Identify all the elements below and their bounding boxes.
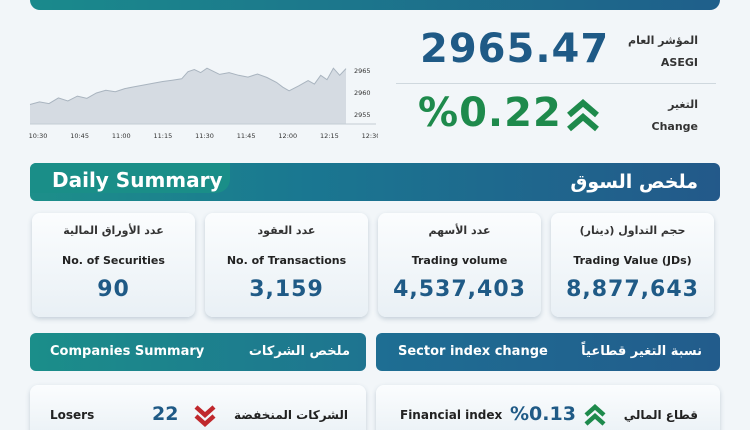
- stat-value: 8,877,643: [566, 277, 699, 302]
- chart-area-fill: [30, 68, 346, 124]
- stat-label-en: No. of Securities: [62, 254, 165, 267]
- x-tick-label: 11:45: [237, 132, 256, 140]
- stat-card-trading-volume: عدد الأسهم Trading volume 4,537,403: [378, 213, 541, 317]
- index-card: 2965.47 المؤشر العام ASEGI %0.22 التغير …: [396, 26, 716, 144]
- x-tick-label: 10:45: [70, 132, 89, 140]
- chart-series-line: [29, 67, 347, 105]
- stat-label-ar: عدد العقود: [257, 224, 316, 237]
- financial-change-value: %0.13: [510, 403, 576, 425]
- x-tick-label: 11:00: [112, 132, 131, 140]
- stat-label-ar: حجم التداول (دينار): [579, 224, 686, 237]
- stat-card-trading-value: حجم التداول (دينار) Trading Value (JDs) …: [551, 213, 714, 317]
- stat-label-ar: عدد الأسهم: [428, 224, 491, 237]
- chevron-down-icon: [194, 405, 216, 428]
- companies-summary-title-en: Companies Summary: [50, 344, 205, 359]
- companies-losers-row: Losers 22 الشركات المنخفضة: [30, 385, 366, 430]
- stat-value: 3,159: [249, 277, 324, 302]
- companies-summary-title-ar: ملخص الشركات: [248, 344, 350, 359]
- index-divider: [396, 83, 716, 84]
- daily-summary-title-en: Daily Summary: [52, 168, 223, 192]
- index-label-en: ASEGI: [660, 56, 698, 69]
- chevron-up-icon: [567, 99, 599, 132]
- stat-label-en: Trading volume: [411, 254, 508, 267]
- intraday-index-chart: 10:30 10:45 11:00 11:15 11:30 11:45 12:00 12:15…: [29, 67, 378, 140]
- stat-label-en: No. of Transactions: [226, 254, 347, 267]
- daily-summary-title-ar: ملخص السوق: [570, 171, 698, 193]
- losers-value: 22: [152, 403, 179, 425]
- chevron-up-icon: [584, 404, 606, 426]
- x-tick-label: 10:30: [29, 132, 48, 140]
- change-label-ar: التغير: [668, 98, 698, 111]
- sector-financial-row: Financial index %0.13 قطاع المالي: [376, 385, 720, 430]
- stat-label-ar: عدد الأوراق المالية: [63, 224, 164, 237]
- x-tick-label: 11:30: [195, 132, 214, 140]
- y-tick-label: 2955: [354, 111, 371, 119]
- change-value: %0.22: [418, 90, 562, 136]
- y-tick-label: 2965: [354, 67, 371, 75]
- stat-label-en: Trading Value (JDs): [573, 254, 692, 267]
- stat-card-securities: عدد الأوراق المالية No. of Securities 90: [32, 213, 195, 317]
- sector-index-title-en: Sector index change: [398, 344, 548, 359]
- stat-card-transactions: عدد العقود No. of Transactions 3,159: [205, 213, 368, 317]
- top-header-bar: [30, 0, 720, 10]
- losers-label-ar: الشركات المنخفضة: [234, 408, 348, 422]
- x-tick-label: 12:00: [278, 132, 297, 140]
- x-tick-label: 12:30: [362, 132, 378, 140]
- index-value: 2965.47: [420, 26, 610, 72]
- sector-index-title-ar: نسبة التغير قطاعياً: [581, 344, 702, 359]
- losers-label-en: Losers: [50, 408, 95, 422]
- x-tick-label: 11:15: [154, 132, 173, 140]
- y-tick-label: 2960: [354, 89, 371, 97]
- sector-index-banner: Sector index change نسبة التغير قطاعياً: [376, 333, 720, 371]
- financial-label-ar: قطاع المالي: [623, 408, 698, 422]
- financial-label-en: Financial index: [400, 408, 503, 422]
- x-tick-label: 12:15: [320, 132, 339, 140]
- companies-summary-banner: Companies Summary ملخص الشركات: [30, 333, 366, 371]
- stat-value: 90: [97, 277, 130, 302]
- stat-value: 4,537,403: [393, 277, 526, 302]
- change-label-en: Change: [651, 120, 699, 133]
- daily-summary-tab: [30, 163, 230, 193]
- index-label-ar: المؤشر العام: [628, 34, 698, 47]
